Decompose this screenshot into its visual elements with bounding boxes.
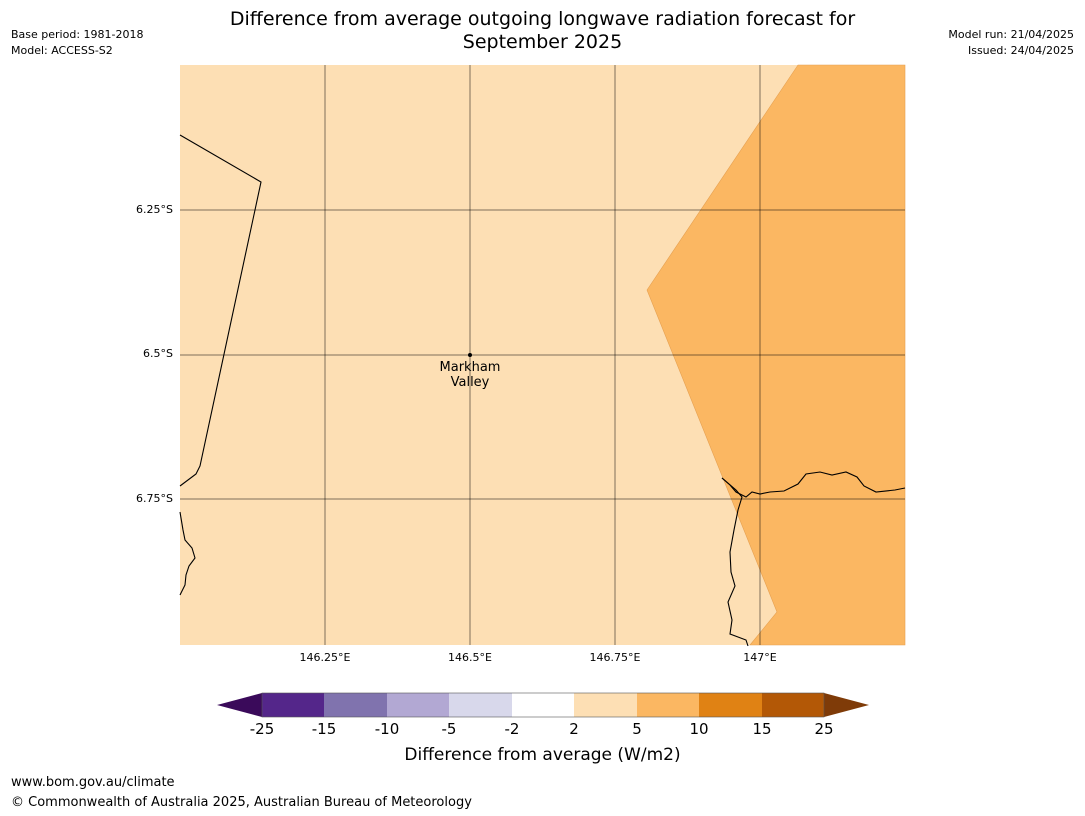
lat-label: 6.25°S xyxy=(136,203,173,216)
colorbar-segment xyxy=(324,693,387,717)
title-line-2: September 2025 xyxy=(462,31,623,53)
colorbar-tick: 5 xyxy=(632,720,642,738)
coastline-east xyxy=(721,477,749,647)
lon-label: 146.5°E xyxy=(448,651,492,664)
colorbar-segment xyxy=(262,693,324,717)
map-title: Difference from average outgoing longwav… xyxy=(0,8,1085,54)
meta-left: Base period: 1981-2018 Model: ACCESS-S2 xyxy=(11,27,143,59)
colorbar-tick: -2 xyxy=(504,720,520,738)
province-boundary xyxy=(179,134,262,487)
lat-label: 6.75°S xyxy=(136,492,173,505)
model-run: Model run: 21/04/2025 xyxy=(948,28,1074,41)
map-area xyxy=(179,64,906,647)
lon-label: 146.25°E xyxy=(299,651,351,664)
colorbar-extend-low xyxy=(217,693,262,717)
lon-label: 146.75°E xyxy=(589,651,641,664)
place-name-line-1: Markham xyxy=(439,360,501,375)
lat-label: 6.5°S xyxy=(143,347,173,360)
colorbar-label: Difference from average (W/m2) xyxy=(404,745,681,765)
footer-link[interactable]: www.bom.gov.au/climate xyxy=(11,775,175,790)
graticule xyxy=(180,65,905,645)
issued-date: Issued: 24/04/2025 xyxy=(967,44,1074,57)
model-name: Model: ACCESS-S2 xyxy=(11,44,113,57)
colorbar-segment xyxy=(512,693,574,717)
title-line-1: Difference from average outgoing longwav… xyxy=(229,8,856,30)
colorbar-segment xyxy=(574,693,637,717)
place-marker xyxy=(468,353,472,357)
base-period: Base period: 1981-2018 xyxy=(11,28,144,41)
coastline-huon-gulf xyxy=(721,471,906,498)
coastline-west xyxy=(179,511,196,596)
colorbar-tick: -15 xyxy=(311,720,337,738)
colorbar-segment xyxy=(387,693,449,717)
colorbar-outline xyxy=(261,692,825,718)
colorbar-tick: -25 xyxy=(249,720,275,738)
colorbar-tick: 25 xyxy=(814,720,834,738)
colorbar-segment xyxy=(762,693,824,717)
colorbar-tick: -10 xyxy=(374,720,400,738)
colorbar-tick: -5 xyxy=(441,720,457,738)
colorbar-segment xyxy=(449,693,512,717)
copyright: © Commonwealth of Australia 2025, Austra… xyxy=(11,795,472,810)
meta-right: Model run: 21/04/2025 Issued: 24/04/2025 xyxy=(948,27,1074,59)
lon-label: 147°E xyxy=(743,651,777,664)
colorbar-tick: 10 xyxy=(689,720,709,738)
colorbar-extend-high xyxy=(824,693,869,717)
colorbar-tick: 15 xyxy=(752,720,772,738)
colorbar-segment xyxy=(637,693,699,717)
place-label: Markham Valley xyxy=(420,360,520,390)
place-name-line-2: Valley xyxy=(450,375,490,390)
colorbar-segment xyxy=(699,693,762,717)
colorbar-tick: 2 xyxy=(569,720,579,738)
boundaries xyxy=(179,134,906,647)
colorbar xyxy=(217,692,869,718)
